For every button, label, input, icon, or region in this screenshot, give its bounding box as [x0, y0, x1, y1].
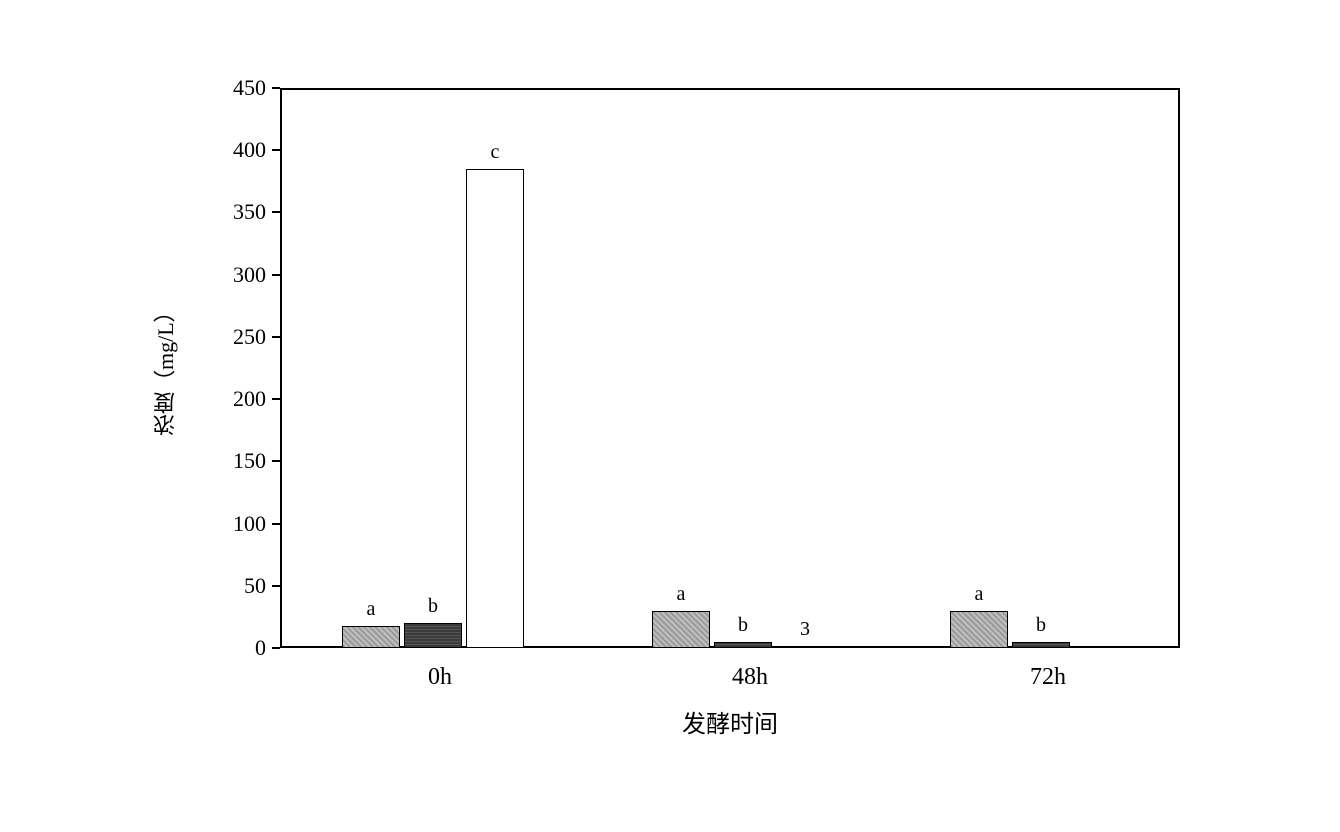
y-tick-label: 0	[206, 635, 266, 661]
y-tick-label: 450	[206, 75, 266, 101]
bar-label: a	[356, 598, 386, 621]
y-tick-mark	[272, 523, 280, 525]
y-tick-mark	[272, 211, 280, 213]
x-tick-label: 48h	[700, 664, 800, 691]
y-axis-label: 浓度（mg/L）	[150, 258, 182, 478]
bar-label: a	[964, 583, 994, 606]
y-tick-mark	[272, 274, 280, 276]
bar-label: a	[666, 583, 696, 606]
y-tick-mark	[272, 647, 280, 649]
bar	[466, 169, 524, 648]
bar-label: b	[418, 595, 448, 618]
y-tick-label: 200	[206, 386, 266, 412]
y-tick-mark	[272, 149, 280, 151]
bar	[404, 623, 462, 648]
x-axis-label: 发酵时间	[650, 704, 810, 739]
y-tick-label: 350	[206, 199, 266, 225]
y-tick-label: 150	[206, 448, 266, 474]
bar	[342, 626, 400, 648]
y-tick-label: 100	[206, 511, 266, 537]
y-tick-mark	[272, 336, 280, 338]
y-tick-label: 400	[206, 137, 266, 163]
bar	[950, 611, 1008, 648]
x-tick-label: 72h	[998, 664, 1098, 691]
y-tick-label: 50	[206, 573, 266, 599]
bar-label: c	[480, 141, 510, 164]
chart-container: 0 50 100 150 200 250 300 350 400 450 浓度（mg/L） 0h 4…	[0, 0, 1340, 832]
y-tick-label: 250	[206, 324, 266, 350]
bar	[776, 646, 834, 648]
bar	[652, 611, 710, 648]
y-tick-mark	[272, 87, 280, 89]
y-tick-mark	[272, 398, 280, 400]
y-tick-label: 300	[206, 262, 266, 288]
x-tick-label: 0h	[390, 664, 490, 691]
plot-area	[280, 88, 1180, 648]
bar	[1012, 642, 1070, 648]
bar-label: b	[728, 614, 758, 637]
bar-label: 3	[790, 618, 820, 641]
y-tick-mark	[272, 585, 280, 587]
y-tick-mark	[272, 460, 280, 462]
bar-label: b	[1026, 614, 1056, 637]
bar	[714, 642, 772, 648]
